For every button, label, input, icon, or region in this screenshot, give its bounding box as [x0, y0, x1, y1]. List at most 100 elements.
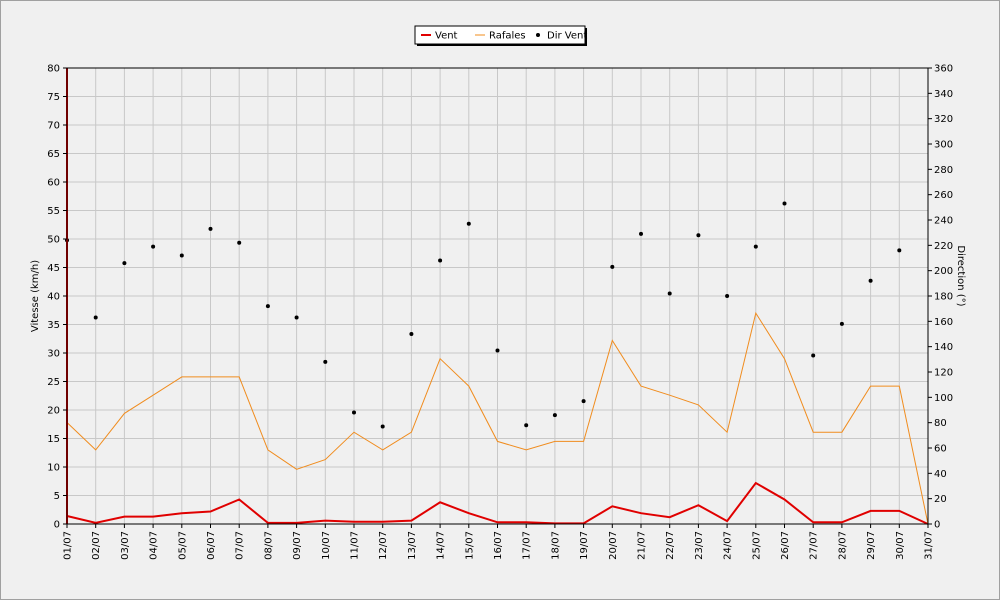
- x-tick-label: 23/07: [694, 531, 705, 560]
- point-dir-vent: [179, 253, 184, 258]
- x-tick-label: 17/07: [522, 531, 533, 560]
- x-tick-label: 16/07: [493, 531, 504, 560]
- y-tick-label: 55: [47, 206, 60, 217]
- point-dir-vent: [696, 233, 701, 238]
- x-tick-label: 24/07: [723, 531, 734, 560]
- y2-tick-label: 260: [934, 190, 953, 201]
- x-tick-label: 09/07: [292, 531, 303, 560]
- y-axis-title: Vitesse (km/h): [30, 260, 41, 332]
- x-tick-label: 20/07: [608, 531, 619, 560]
- y-tick-label: 10: [47, 463, 60, 474]
- y2-tick-label: 300: [934, 140, 953, 151]
- y-tick-label: 30: [47, 349, 60, 360]
- legend: Vent Rafales Dir Vent: [414, 25, 587, 46]
- point-dir-vent: [208, 226, 213, 231]
- x-tick-label: 15/07: [464, 531, 475, 560]
- point-dir-vent: [782, 201, 787, 206]
- point-dir-vent: [897, 248, 902, 253]
- x-tick-label: 27/07: [809, 531, 820, 560]
- y-tick-label: 45: [47, 263, 60, 274]
- legend-box: [414, 25, 586, 45]
- x-tick-label: 06/07: [206, 531, 217, 560]
- x-tick-label: 08/07: [263, 531, 274, 560]
- y-tick-label: 80: [47, 64, 60, 75]
- x-tick-label: 07/07: [235, 531, 246, 560]
- y2-tick-label: 180: [934, 292, 953, 303]
- y2-tick-label: 320: [934, 114, 953, 125]
- x-tick-label: 30/07: [895, 531, 906, 560]
- x-tick-label: 02/07: [91, 531, 102, 560]
- y2-tick-label: 280: [934, 165, 953, 176]
- x-tick-label: 13/07: [407, 531, 418, 560]
- y2-tick-label: 200: [934, 266, 953, 277]
- y-tick-label: 75: [47, 92, 60, 103]
- x-tick-label: 14/07: [436, 531, 447, 560]
- y-tick-label: 60: [47, 178, 60, 189]
- point-dir-vent: [122, 261, 127, 266]
- x-tick-label: 29/07: [866, 531, 877, 560]
- legend-label-vent: Vent: [435, 31, 458, 42]
- y2-tick-label: 20: [934, 494, 947, 505]
- x-tick-label: 04/07: [149, 531, 160, 560]
- y2-tick-label: 160: [934, 317, 953, 328]
- y-tick-label: 50: [47, 235, 60, 246]
- y-tick-label: 40: [47, 292, 60, 303]
- point-dir-vent: [380, 424, 385, 429]
- x-tick-label: 01/07: [63, 531, 74, 560]
- y-tick-label: 25: [47, 377, 60, 388]
- point-dir-vent: [352, 410, 356, 415]
- x-tick-label: 31/07: [924, 531, 935, 560]
- x-tick-label: 19/07: [579, 531, 590, 560]
- y2-tick-label: 240: [934, 216, 953, 227]
- x-tick-label: 18/07: [550, 531, 561, 560]
- x-tick-label: 25/07: [751, 531, 762, 560]
- x-tick-label: 22/07: [665, 531, 676, 560]
- point-dir-vent: [725, 294, 730, 298]
- legend-label-dir-vent: Dir Vent: [547, 31, 587, 42]
- point-dir-vent: [495, 348, 500, 353]
- legend-swatch-dir-vent: [536, 33, 540, 37]
- point-dir-vent: [265, 304, 270, 309]
- x-tick-label: 12/07: [378, 531, 389, 560]
- point-dir-vent: [868, 278, 873, 283]
- point-dir-vent: [811, 353, 816, 358]
- x-tick-label: 05/07: [177, 531, 188, 560]
- y-tick-label: 35: [47, 320, 60, 331]
- y-tick-label: 65: [47, 149, 60, 160]
- y2-tick-label: 220: [934, 241, 953, 252]
- point-dir-vent: [667, 291, 672, 296]
- point-dir-vent: [438, 258, 443, 263]
- point-dir-vent: [93, 315, 98, 320]
- y-tick-label: 0: [54, 520, 60, 531]
- y2-tick-label: 120: [934, 368, 953, 379]
- point-dir-vent: [294, 315, 299, 320]
- y-tick-label: 5: [54, 491, 60, 502]
- y-tick-label: 20: [47, 406, 60, 417]
- point-dir-vent: [639, 231, 643, 236]
- legend-label-rafales: Rafales: [489, 31, 526, 42]
- point-dir-vent: [610, 264, 615, 269]
- point-dir-vent: [151, 244, 156, 249]
- point-dir-vent: [839, 321, 844, 326]
- y-tick-label: 70: [47, 121, 60, 132]
- y-tick-label: 15: [47, 434, 60, 445]
- y2-tick-label: 100: [934, 393, 953, 404]
- point-dir-vent: [524, 423, 529, 428]
- x-tick-label: 26/07: [780, 531, 791, 560]
- y2-tick-label: 140: [934, 342, 953, 353]
- x-tick-label: 10/07: [321, 531, 332, 560]
- point-dir-vent: [237, 240, 242, 245]
- series-line-rafales: [66, 311, 929, 525]
- y2-tick-label: 80: [934, 418, 947, 429]
- y2-tick-label: 40: [934, 469, 947, 480]
- y2-tick-label: 0: [934, 520, 940, 531]
- axes: 0 5 10 15 20 25 30 35 40 45 50 55 60 65 70 75 80 0 20 40 60 8…: [47, 64, 953, 560]
- point-dir-vent: [552, 413, 557, 418]
- x-tick-label: 03/07: [120, 531, 131, 560]
- point-dir-vent: [753, 244, 758, 249]
- y2-tick-label: 60: [934, 444, 947, 455]
- point-dir-vent: [581, 399, 586, 404]
- y2-tick-label: 360: [934, 64, 953, 75]
